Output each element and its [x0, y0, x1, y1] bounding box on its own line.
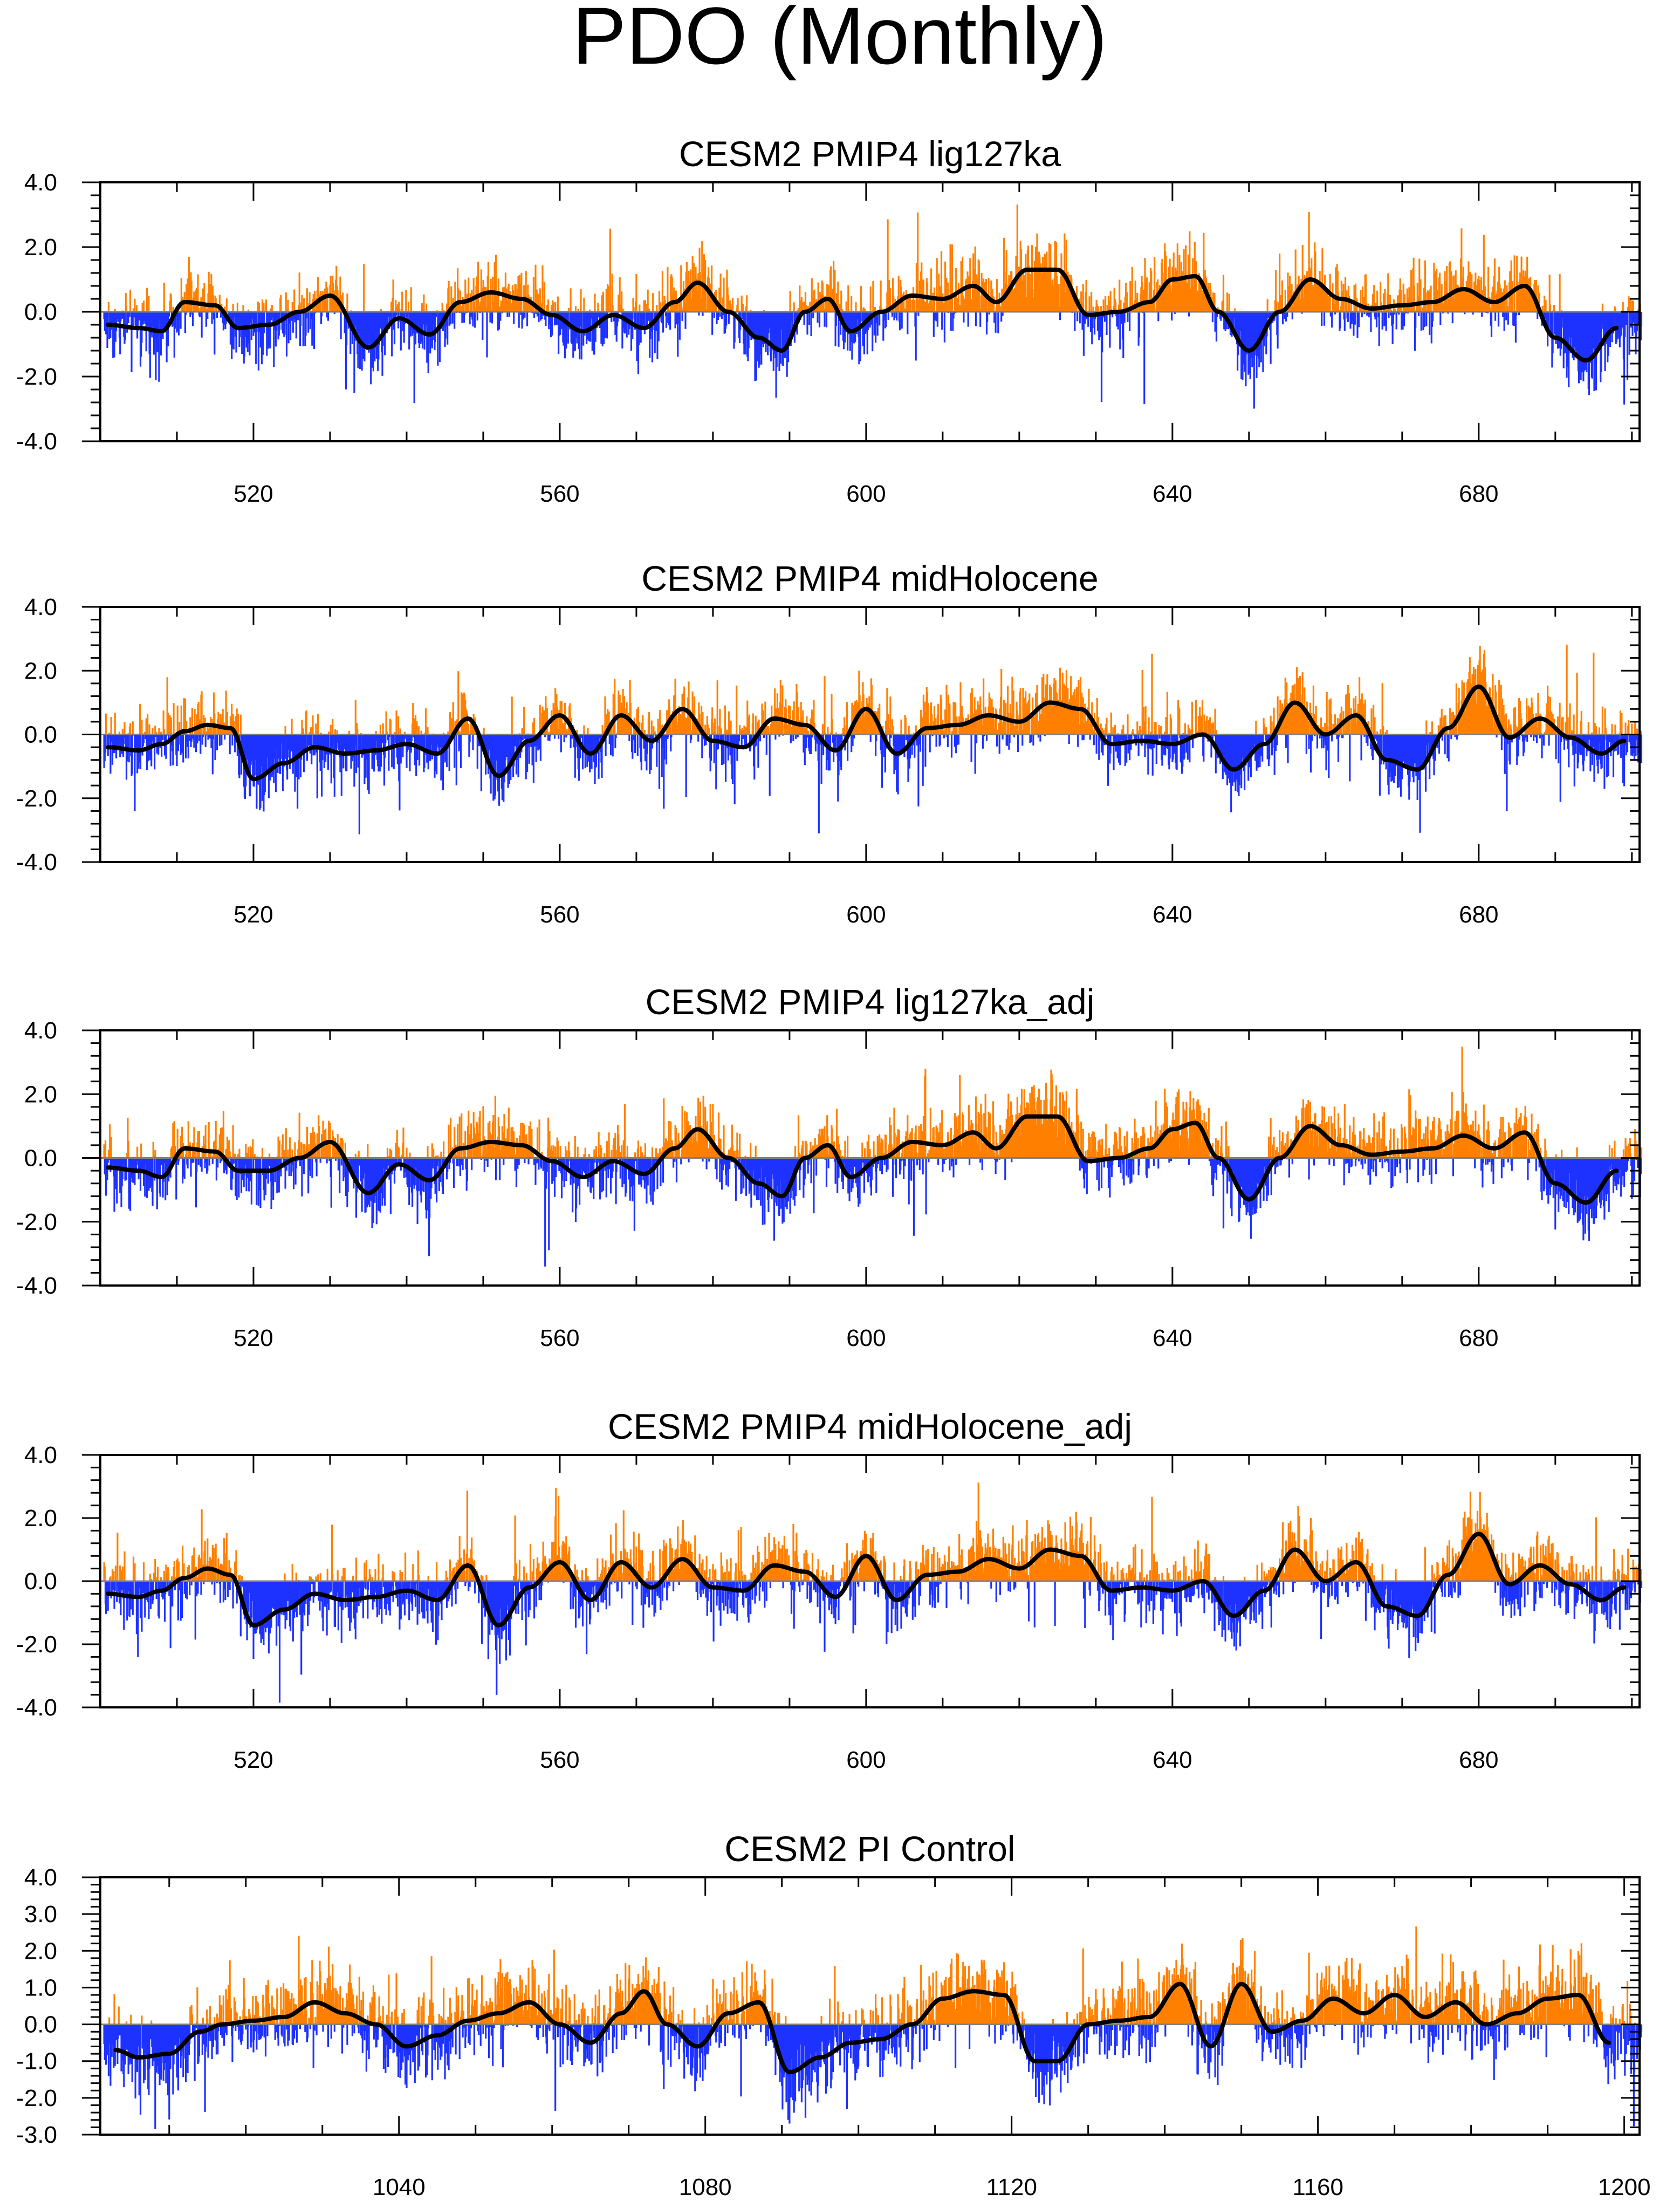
- y-tick-label: -1.0: [16, 2048, 57, 2075]
- y-tick-label: 0.0: [24, 1568, 57, 1595]
- negative-anomaly-bars: [103, 2024, 1643, 2129]
- smoothed-line: [113, 1981, 1612, 2075]
- panel-2: CESM2 PMIP4 midHolocene 520 560 600 640 680 -4…: [16, 558, 1643, 928]
- y-tick-label: 2.0: [24, 1081, 57, 1108]
- panel-title: CESM2 PMIP4 lig127ka: [679, 134, 1061, 174]
- x-tick-label: 640: [1153, 481, 1192, 507]
- y-tick-label: -4.0: [16, 849, 57, 876]
- y-tick-label: -2.0: [16, 1209, 57, 1235]
- x-tick-label: 640: [1153, 901, 1192, 928]
- y-tick-label: -4.0: [16, 1694, 57, 1721]
- panel-title: CESM2 PMIP4 lig127ka_adj: [646, 982, 1095, 1022]
- y-tick-label: 0.0: [24, 1145, 57, 1172]
- y-tick-label: 4.0: [24, 1442, 57, 1468]
- positive-anomaly-bars: [105, 645, 1642, 735]
- x-tick-label: 600: [846, 1747, 886, 1773]
- x-tick-label: 520: [234, 481, 273, 507]
- y-tick-label: -2.0: [16, 785, 57, 812]
- x-tick-label: 600: [846, 481, 886, 507]
- x-tick-label: 560: [540, 1325, 579, 1351]
- panel-5: CESM2 PI Control 1040 1080 1120 1160 1200 -3.0…: [16, 1829, 1650, 2200]
- monthly-bars: [103, 1926, 1643, 2129]
- x-tick-label: 560: [540, 481, 579, 507]
- x-tick-label: 680: [1459, 1325, 1498, 1351]
- panel-title: CESM2 PMIP4 midHolocene: [641, 558, 1098, 598]
- x-tick-label: 1200: [1598, 2174, 1651, 2200]
- x-tick-label: 560: [540, 901, 579, 928]
- y-tick-label: -4.0: [16, 428, 57, 455]
- plot-frame: [99, 1876, 1641, 2136]
- panel-4: CESM2 PMIP4 midHolocene_adj 520 560 600 640 6…: [16, 1406, 1643, 1773]
- positive-anomaly-bars: [103, 1047, 1643, 1158]
- panel-1: CESM2 PMIP4 lig127ka 520 560 600 640 680 -4.0 -…: [16, 134, 1643, 507]
- y-tick-label: 2.0: [24, 234, 57, 261]
- x-tick-label: 680: [1459, 481, 1498, 507]
- x-tick-label: 640: [1153, 1747, 1192, 1773]
- x-tick-label: 1040: [373, 2174, 426, 2200]
- figure-title: PDO (Monthly): [572, 0, 1107, 81]
- smoothed-line: [106, 1532, 1627, 1628]
- y-tick-label: 0.0: [24, 2012, 57, 2038]
- y-tick-label: 4.0: [24, 169, 57, 196]
- x-tick-label: 560: [540, 1747, 579, 1773]
- y-tick-label: 2.0: [24, 1505, 57, 1532]
- y-tick-label: -2.0: [16, 2085, 57, 2111]
- smoothed-line: [106, 1114, 1619, 1205]
- y-tick-label: 1.0: [24, 1974, 57, 2001]
- x-tick-label: 1160: [1292, 2174, 1343, 2200]
- y-tick-label: 4.0: [24, 1864, 57, 1891]
- y-tick-label: 2.0: [24, 1938, 57, 1964]
- x-tick-label: 520: [234, 1747, 273, 1773]
- x-tick-label: 520: [234, 901, 273, 928]
- y-tick-label: 0.0: [24, 299, 57, 325]
- y-tick-label: 0.0: [24, 722, 57, 748]
- y-tick-label: 3.0: [24, 1901, 57, 1927]
- monthly-bars: [103, 1047, 1643, 1267]
- smoothed-line: [106, 268, 1619, 363]
- negative-anomaly-bars: [104, 1581, 1643, 1703]
- monthly-bars: [103, 645, 1643, 835]
- x-tick-label: 680: [1459, 901, 1498, 928]
- y-tick-label: -4.0: [16, 1273, 57, 1299]
- smoothed-line: [106, 684, 1627, 782]
- y-tick-label: -2.0: [16, 364, 57, 390]
- panel-title: CESM2 PI Control: [724, 1829, 1015, 1869]
- y-tick-label: 4.0: [24, 1017, 57, 1044]
- panel-3: CESM2 PMIP4 lig127ka_adj 520 560 600 640 680 -…: [16, 982, 1643, 1351]
- y-tick-label: -3.0: [16, 2122, 57, 2148]
- monthly-bars: [103, 1482, 1643, 1703]
- monthly-bars: [103, 204, 1643, 409]
- y-tick-label: 4.0: [24, 594, 57, 620]
- x-tick-label: 520: [234, 1325, 273, 1351]
- y-tick-label: 2.0: [24, 658, 57, 684]
- negative-anomaly-bars: [103, 734, 1643, 835]
- positive-anomaly-bars: [107, 204, 1641, 312]
- x-tick-label: 680: [1459, 1747, 1498, 1773]
- panel-title: CESM2 PMIP4 midHolocene_adj: [608, 1406, 1132, 1446]
- x-tick-label: 1080: [679, 2174, 732, 2200]
- positive-anomaly-bars: [103, 1482, 1642, 1581]
- y-tick-label: -2.0: [16, 1631, 57, 1658]
- x-tick-label: 640: [1153, 1325, 1192, 1351]
- negative-anomaly-bars: [104, 1158, 1642, 1267]
- x-tick-label: 600: [846, 901, 886, 928]
- x-tick-label: 600: [846, 1325, 886, 1351]
- x-tick-label: 1120: [986, 2174, 1037, 2200]
- negative-anomaly-bars: [103, 312, 1643, 409]
